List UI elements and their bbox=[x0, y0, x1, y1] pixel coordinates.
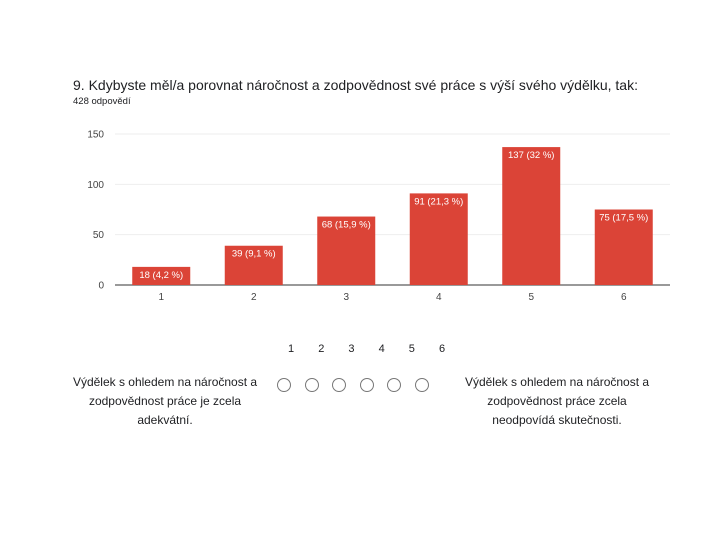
y-tick-label: 100 bbox=[87, 180, 104, 191]
data-label: 39 (9,1 %) bbox=[232, 249, 276, 260]
radio-option-5[interactable] bbox=[387, 378, 401, 392]
scale-number: 1 bbox=[288, 343, 295, 355]
data-label: 18 (4,2 %) bbox=[139, 270, 183, 281]
bar bbox=[502, 147, 561, 285]
bar bbox=[317, 216, 376, 285]
scale-number: 4 bbox=[378, 343, 385, 355]
x-tick-label: 5 bbox=[528, 292, 534, 303]
bar bbox=[594, 209, 653, 285]
x-tick-label: 3 bbox=[343, 292, 349, 303]
y-tick-label: 0 bbox=[98, 281, 104, 292]
scale-right-label: Výdělek s ohledem na náročnost a zodpově… bbox=[464, 375, 650, 427]
x-tick-label: 2 bbox=[251, 292, 257, 303]
bar bbox=[224, 245, 283, 285]
data-label: 137 (32 %) bbox=[508, 150, 554, 161]
radio-option-1[interactable] bbox=[277, 378, 291, 392]
radio-option-6[interactable] bbox=[414, 378, 429, 392]
x-tick-label: 6 bbox=[621, 292, 627, 303]
scale-numbers: 1 2 3 4 5 6 bbox=[276, 343, 457, 355]
scale-left-label: Výdělek s ohledem na náročnost a zodpově… bbox=[72, 375, 258, 427]
data-label: 68 (15,9 %) bbox=[322, 220, 371, 231]
data-label: 75 (17,5 %) bbox=[599, 213, 648, 224]
x-tick-label: 4 bbox=[436, 292, 442, 303]
y-tick-label: 150 bbox=[87, 130, 104, 141]
scale-radio-group bbox=[277, 378, 442, 392]
radio-option-4[interactable] bbox=[359, 378, 374, 392]
response-count: 428 odpovědí bbox=[73, 96, 131, 107]
y-tick-label: 50 bbox=[93, 230, 105, 241]
radio-option-2[interactable] bbox=[304, 378, 319, 392]
x-tick-label: 1 bbox=[158, 292, 164, 303]
question-title: 9. Kdybyste měl/a porovnat náročnost a z… bbox=[73, 77, 638, 93]
scale-number: 5 bbox=[408, 343, 415, 355]
scale-number: 3 bbox=[348, 343, 355, 355]
data-label: 91 (21,3 %) bbox=[414, 196, 463, 207]
radio-option-3[interactable] bbox=[332, 378, 346, 392]
bar bbox=[132, 266, 191, 285]
scale-number: 2 bbox=[318, 343, 325, 355]
scale-number: 6 bbox=[438, 343, 446, 355]
bar bbox=[409, 193, 468, 285]
